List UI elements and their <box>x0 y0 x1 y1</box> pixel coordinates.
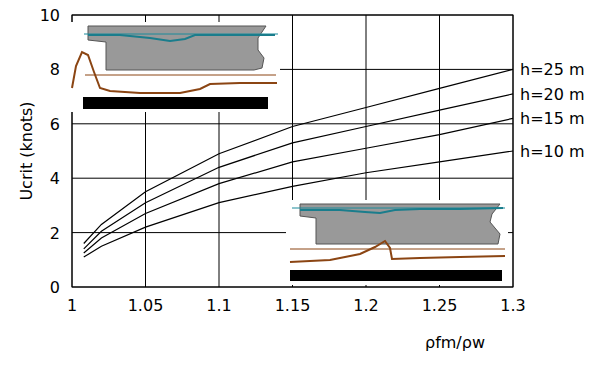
seabed-bar <box>83 97 268 109</box>
chart: 1 1.05 1.1 1.15 1.2 1.25 1.3 0 2 4 6 8 10 Ucrit (knot… <box>0 0 611 367</box>
series-label: h=10 m <box>520 142 585 161</box>
inset-top-left <box>70 22 280 112</box>
y-tick-label: 10 <box>40 6 60 25</box>
y-tick-label: 8 <box>50 60 60 79</box>
inset-bottom-right <box>286 200 508 285</box>
water-surface <box>88 35 275 41</box>
series-label: h=25 m <box>520 60 585 79</box>
seabed-bar <box>290 270 502 281</box>
x-axis-label: ρfm/ρw <box>425 333 485 352</box>
x-tick-label: 1.05 <box>128 296 164 315</box>
y-grid-line <box>72 178 513 179</box>
series-line <box>84 69 513 243</box>
y-tick-label: 2 <box>50 224 60 243</box>
hull-shape <box>88 26 266 70</box>
y-grid-line <box>72 123 513 124</box>
inset-background <box>286 200 508 285</box>
series-group <box>84 69 513 257</box>
interface-curve <box>290 241 505 262</box>
interface-curve <box>72 52 277 93</box>
y-tick-label: 6 <box>50 115 60 134</box>
bed-level <box>85 75 276 76</box>
bed-level <box>290 249 505 250</box>
x-tick-label: 1.2 <box>353 296 378 315</box>
y-axis-label: Ucrit (knots) <box>17 101 36 200</box>
inset-background <box>70 22 280 112</box>
plot-frame <box>72 15 513 287</box>
x-tick-label: 1 <box>67 296 77 315</box>
x-tick-label: 1.15 <box>275 296 311 315</box>
y-tick-label: 0 <box>50 278 60 297</box>
series-label: h=20 m <box>520 85 585 104</box>
y-tick-label: 4 <box>50 169 60 188</box>
water-surface <box>300 208 503 213</box>
series-label: h=15 m <box>520 109 585 128</box>
series-line <box>84 151 513 257</box>
x-tick-label: 1.3 <box>500 296 525 315</box>
x-tick-label: 1.25 <box>422 296 458 315</box>
x-tick-label: 1.1 <box>206 296 231 315</box>
